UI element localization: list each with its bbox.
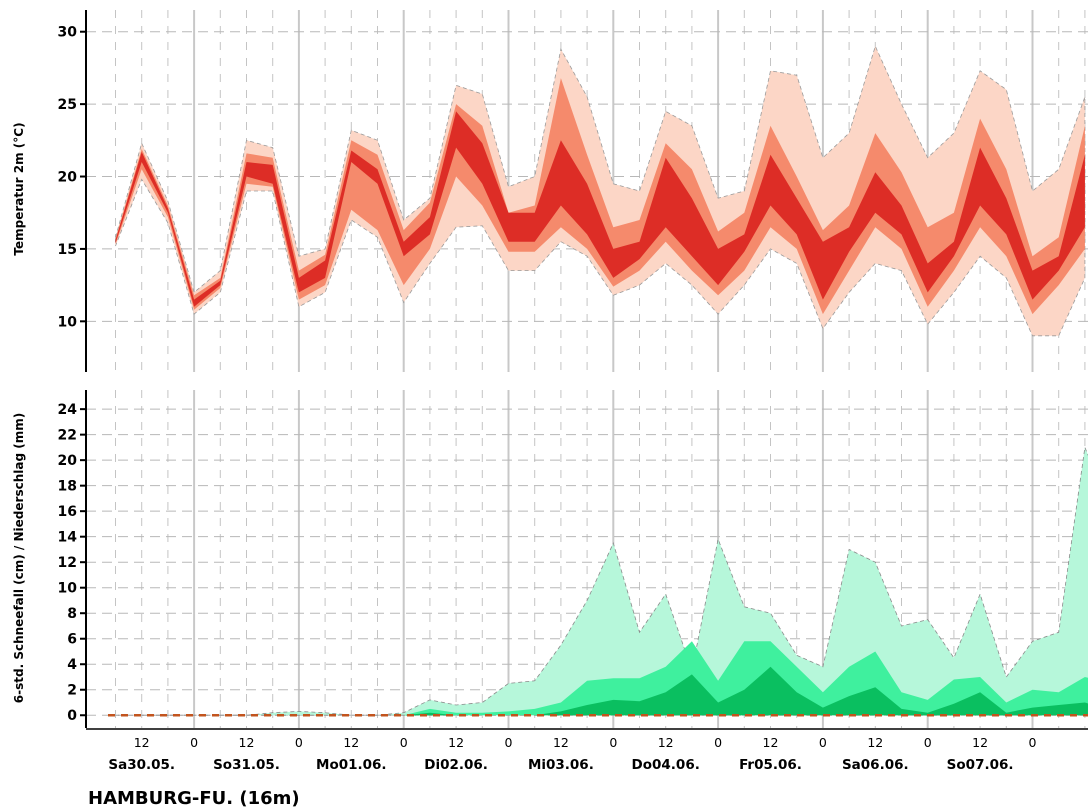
x-tick-label: 12 bbox=[763, 735, 779, 750]
precipitation-middle-band bbox=[115, 641, 1088, 716]
y-tick-label: 8 bbox=[67, 606, 77, 622]
y-tick-label: 30 bbox=[58, 25, 78, 41]
y-tick-label: 25 bbox=[58, 97, 77, 113]
y-tick-label: 14 bbox=[58, 530, 78, 546]
day-label: Di02.06. bbox=[424, 757, 488, 773]
x-tick-label: 12 bbox=[448, 735, 464, 750]
x-tick-label: 0 bbox=[819, 735, 827, 750]
x-tick-label: 0 bbox=[400, 735, 408, 750]
y-tick-label: 16 bbox=[58, 504, 77, 520]
day-label: Sa06.06. bbox=[842, 757, 909, 773]
y-tick-label: 20 bbox=[58, 170, 78, 186]
x-axis: 12 0 12 0 12 0 12 0 12 0 12 0 12 0 12 0 12 0 Sa30.05. So31.… bbox=[86, 728, 1088, 773]
x-tick-label: 12 bbox=[972, 735, 988, 750]
precipitation-inner-band bbox=[115, 666, 1088, 716]
station-name: HAMBURG-FU. (16m) bbox=[88, 788, 300, 809]
day-label: Fr05.06. bbox=[739, 757, 802, 773]
y-tick-label: 12 bbox=[58, 555, 77, 571]
y-tick-label: 4 bbox=[67, 657, 77, 673]
x-tick-label: 12 bbox=[658, 735, 674, 750]
y-tick-label: 2 bbox=[67, 683, 77, 699]
y-tick-label: 15 bbox=[58, 242, 77, 258]
x-tick-label: 0 bbox=[714, 735, 722, 750]
precipitation-outer-band bbox=[115, 445, 1088, 716]
x-tick-label: 12 bbox=[343, 735, 359, 750]
y-tick-label: 22 bbox=[58, 428, 77, 444]
y-tick-label: 0 bbox=[67, 708, 77, 724]
x-tick-label: 12 bbox=[553, 735, 569, 750]
temperature-outer-band bbox=[115, 45, 1086, 337]
y-tick-label: 24 bbox=[58, 402, 78, 418]
x-tick-label: 12 bbox=[867, 735, 883, 750]
x-tick-label: 0 bbox=[505, 735, 513, 750]
y-tick-label: 10 bbox=[58, 581, 78, 597]
day-label: Mo01.06. bbox=[316, 757, 387, 773]
y-tick-label: 18 bbox=[58, 479, 77, 495]
precipitation-y-axis-label: 6-std. Schneefall (cm) / Niederschlag (m… bbox=[12, 413, 26, 703]
day-label: Sa30.05. bbox=[108, 757, 175, 773]
day-label: So31.05. bbox=[213, 757, 280, 773]
day-label: Do04.06. bbox=[632, 757, 700, 773]
temperature-inner-band bbox=[115, 111, 1085, 307]
x-tick-label: 0 bbox=[295, 735, 303, 750]
y-tick-label: 20 bbox=[58, 453, 78, 469]
day-label: So07.06. bbox=[947, 757, 1014, 773]
x-tick-label: 0 bbox=[924, 735, 932, 750]
x-tick-label: 0 bbox=[190, 735, 198, 750]
temperature-y-axis-label: Temperatur 2m (°C) bbox=[12, 122, 26, 255]
x-tick-label: 12 bbox=[134, 735, 150, 750]
x-tick-label: 0 bbox=[609, 735, 617, 750]
day-label: Mi03.06. bbox=[528, 757, 594, 773]
y-tick-label: 6 bbox=[67, 632, 77, 648]
temperature-panel: 10 15 20 25 30 bbox=[58, 10, 1088, 372]
x-tick-label: 12 bbox=[239, 735, 255, 750]
y-tick-label: 10 bbox=[58, 314, 78, 330]
x-tick-label: 0 bbox=[1029, 735, 1037, 750]
